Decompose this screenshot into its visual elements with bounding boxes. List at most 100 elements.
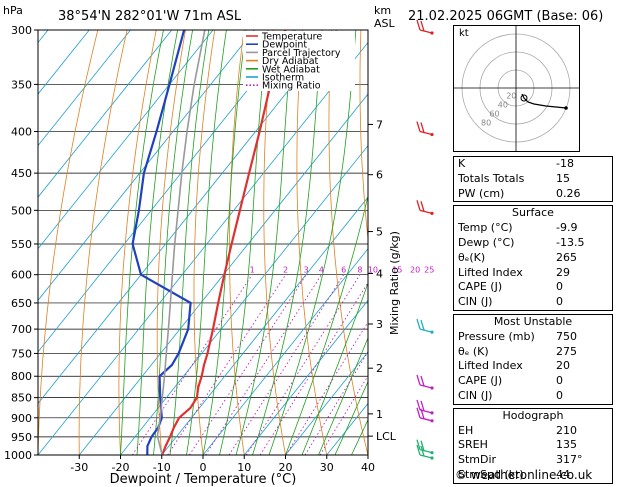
pressure-tick-label: 850 (11, 392, 32, 405)
index-value: -9.9 (556, 221, 578, 235)
wind-barb-flag (420, 400, 425, 412)
wet-adiabat-line (334, 380, 368, 455)
wind-barb-flag (416, 374, 421, 386)
index-label: Temp (°C) (458, 221, 513, 235)
indices-panel: K -18 Totals Totals 15 PW (cm) 0.26 Surface… (453, 156, 613, 487)
isotherm-line (285, 351, 368, 455)
mixing-ratio-label: 8 (357, 266, 362, 275)
wind-barb-flag (420, 440, 425, 451)
isotherm-line (38, 30, 214, 250)
mixing-ratio-axis-label: Mixing Ratio (g/kg) (388, 231, 401, 335)
hodograph-title: Hodograph (502, 408, 564, 422)
dry-adiabat-line (156, 30, 186, 455)
surface-row: CAPE (J) 0 (454, 280, 612, 295)
pressure-tick-label: 550 (11, 238, 32, 251)
isotherm-line (38, 30, 173, 198)
wind-barb-flag (420, 201, 425, 212)
hodograph-trace (521, 93, 567, 109)
pressure-tick-label: 750 (11, 347, 32, 360)
wind-barb-flag (416, 439, 421, 450)
index-label: K (458, 157, 466, 170)
mu-row: Lifted Index 20 (454, 359, 612, 374)
index-value: 0 (556, 295, 563, 309)
wind-barb-dot (430, 386, 434, 390)
index-value: 15 (556, 171, 570, 185)
wind-barb-flag (416, 399, 421, 411)
mu-row: Pressure (mb) 750 (454, 330, 612, 345)
wind-barb-flag (416, 19, 421, 31)
wet-adiabat-line (202, 30, 247, 455)
surface-row: θₑ(K) 265 (454, 251, 612, 266)
dry-adiabat-line (38, 30, 99, 455)
index-label: Pressure (mb) (458, 329, 535, 343)
dry-adiabat-line (263, 30, 286, 455)
series-parcel-trajectory-line (156, 30, 206, 455)
index-row-tt: Totals Totals 15 (454, 172, 612, 187)
wet-adiabat-line (235, 30, 294, 455)
pressure-tick-label: 600 (11, 269, 32, 282)
series-dewpoint-line (131, 30, 192, 455)
isotherm-line (38, 41, 368, 455)
wind-barb-dot (430, 419, 434, 423)
wind-barb-flag (420, 122, 425, 133)
temperature-tick-label: -30 (70, 461, 88, 474)
pressure-tick-label: 700 (11, 323, 32, 336)
wind-barb (419, 449, 433, 454)
hodograph-ring-label: 60 (489, 110, 499, 119)
wind-barbs (416, 19, 434, 460)
wet-adiabat-line (169, 30, 210, 455)
pressure-tick-label: 1000 (4, 449, 32, 462)
wet-adiabat-line (120, 30, 164, 455)
surface-box: Surface Temp (°C) -9.9 Dewp (°C) -13.5 θₑ(… (453, 205, 613, 311)
index-value: 29 (556, 265, 570, 279)
dry-adiabat-line (296, 30, 328, 455)
legend-label: Isotherm (262, 73, 304, 84)
legend-background (243, 31, 355, 91)
index-label: Totals Totals (458, 171, 525, 185)
legend-label: Mixing Ratio (262, 81, 321, 92)
wind-barb-flag (420, 375, 425, 387)
wind-barb (419, 417, 433, 422)
pressure-axis: 300 350 400 450 500 550 600 650 700 750 800 850 900 9… (4, 24, 38, 462)
unit-hpa: hPa (3, 4, 23, 17)
wet-adiabat-line (252, 30, 323, 455)
wind-barb-flag (416, 121, 421, 132)
surface-row: CIN (J) 0 (454, 295, 612, 310)
hodo-row: SREH 135 (454, 438, 612, 453)
temperature-tick-label: 0 (200, 461, 207, 474)
datetime-title: 21.02.2025 06GMT (Base: 06) (408, 9, 603, 24)
unit-asl: ASL (374, 17, 396, 30)
storm-motion-marker (520, 94, 528, 102)
wind-barb-dot (430, 330, 434, 334)
hodo-row: EH 210 (454, 424, 612, 439)
isotherm-line (38, 30, 255, 301)
height-tick-label: 4 (376, 268, 383, 281)
hodograph-ring-label: 20 (506, 92, 516, 101)
wind-barb (419, 384, 433, 389)
index-value: 0.26 (556, 186, 581, 200)
most-unstable-title: Most Unstable (493, 314, 573, 328)
index-label: θₑ (K) (458, 344, 489, 358)
index-row-k: K -18 (454, 157, 612, 172)
pressure-tick-label: 650 (11, 297, 32, 310)
legend-label: Wet Adiabat (262, 64, 320, 75)
dry-adiabat-line (359, 30, 368, 243)
index-value: 275 (556, 344, 577, 358)
wind-barb-flag (416, 407, 421, 418)
height-tick-label: 5 (376, 226, 383, 239)
index-value: 20 (556, 359, 570, 373)
dry-adiabat-line (624, 30, 629, 455)
wind-barb-dot (430, 132, 434, 137)
index-value: 0 (556, 388, 563, 402)
temperature-axis: -30 -20 -10 0 10 20 30 40 (70, 455, 375, 474)
temperature-tick-label: 30 (320, 461, 334, 474)
index-label: EH (458, 423, 474, 437)
x-axis-label: Dewpoint / Temperature (°C) (110, 472, 297, 486)
wet-adiabat-line (186, 30, 227, 455)
index-value: 210 (556, 423, 577, 437)
wind-barb-flag (420, 319, 425, 331)
index-label: StmSpd (kt) (458, 467, 524, 481)
wind-barb-dot (430, 456, 434, 460)
hodograph-endpoint (564, 106, 568, 110)
